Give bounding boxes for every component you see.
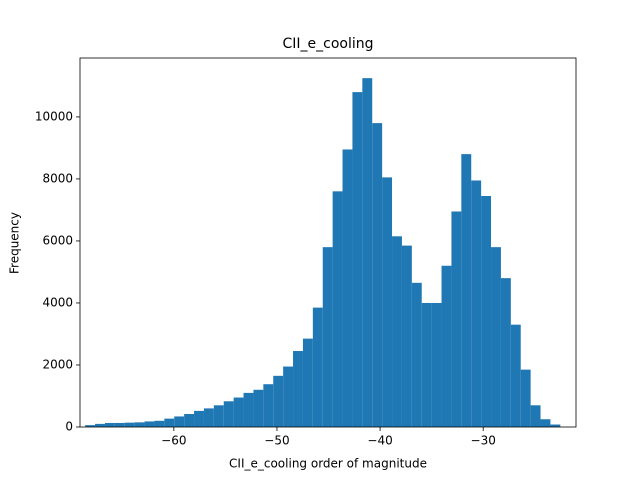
bar <box>213 405 224 427</box>
bar <box>322 247 333 427</box>
bar <box>431 302 442 427</box>
y-tick-label: 4000 <box>42 295 73 309</box>
bar <box>392 236 402 427</box>
bar <box>253 389 264 427</box>
bar <box>144 421 155 427</box>
bar <box>164 418 175 427</box>
bar <box>500 278 511 427</box>
bar <box>243 392 254 427</box>
y-tick-label: 2000 <box>42 357 73 371</box>
bar <box>302 338 313 427</box>
bar <box>421 302 432 427</box>
bar <box>520 369 531 427</box>
bar <box>283 366 294 427</box>
bar <box>85 425 96 427</box>
x-tick-label: −30 <box>471 434 496 448</box>
bar <box>382 177 393 427</box>
y-tick-label: 10000 <box>35 109 73 123</box>
bar <box>203 408 214 427</box>
x-tick-label: −60 <box>161 434 186 448</box>
bar <box>362 78 373 428</box>
bar <box>154 420 165 427</box>
bar <box>114 422 125 427</box>
x-tick-label: −40 <box>367 434 392 448</box>
bar <box>530 405 541 427</box>
bar <box>451 211 462 427</box>
bar <box>342 149 353 427</box>
bar <box>550 424 561 427</box>
bar <box>352 92 363 427</box>
bar <box>293 351 303 427</box>
x-axis-label: CII_e_cooling order of magnitude <box>229 457 427 471</box>
bar <box>332 191 343 427</box>
y-tick-label: 0 <box>65 420 73 434</box>
bar <box>273 375 284 427</box>
bar <box>401 245 412 427</box>
bar <box>540 419 551 427</box>
bar <box>491 247 501 427</box>
bar <box>372 123 383 427</box>
bar <box>263 384 274 427</box>
bar <box>510 324 521 427</box>
chart-title: CII_e_cooling <box>282 36 373 52</box>
bar <box>124 422 135 427</box>
bar <box>471 180 482 427</box>
bar <box>481 195 492 427</box>
y-tick-label: 6000 <box>42 233 73 247</box>
bar <box>312 307 323 427</box>
plot-frame <box>79 57 577 428</box>
bar <box>174 416 185 427</box>
bar <box>194 410 204 427</box>
y-axis-label: Frequency <box>8 212 22 274</box>
bar <box>223 401 234 427</box>
bar <box>411 282 422 427</box>
x-tick-label: −50 <box>264 434 289 448</box>
bar <box>233 397 244 427</box>
bar <box>461 154 472 428</box>
y-tick-label: 8000 <box>42 171 73 185</box>
bar <box>441 265 452 427</box>
bar <box>95 423 105 427</box>
bar <box>134 422 145 427</box>
bar <box>184 413 195 427</box>
bar <box>104 422 115 427</box>
